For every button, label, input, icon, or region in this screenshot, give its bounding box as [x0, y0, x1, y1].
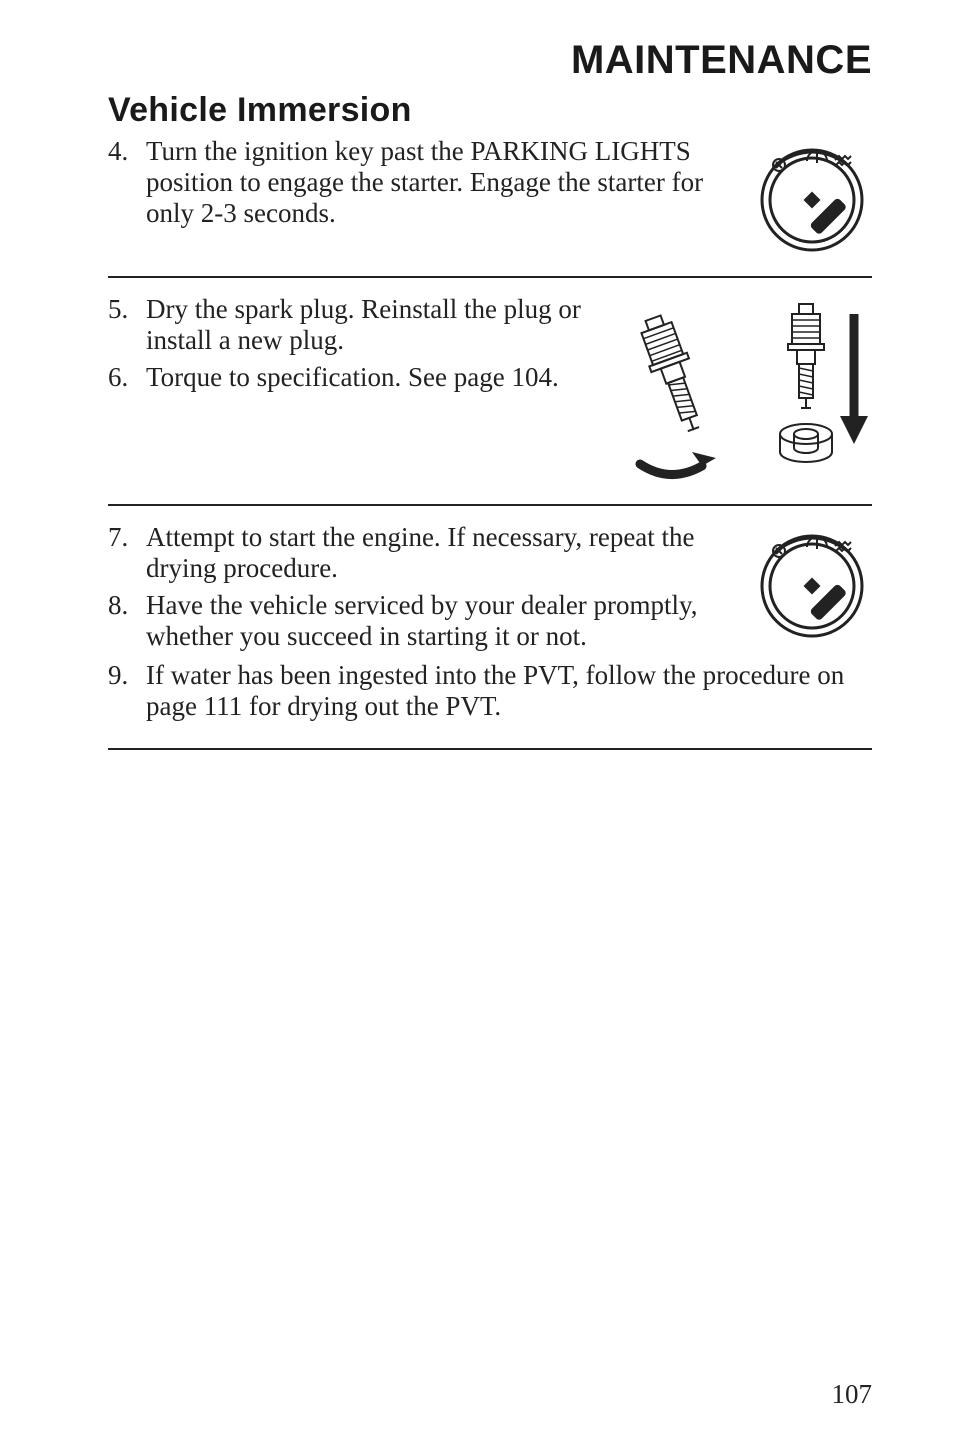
step-text: If water has been ingested into the PVT,… — [146, 660, 872, 722]
ignition-key-icon — [752, 136, 872, 256]
step-block-1: 4. Turn the ignition key past the PARKIN… — [108, 136, 872, 278]
step-item: 8. Have the vehicle serviced by your dea… — [108, 590, 732, 652]
step-number: 6. — [108, 362, 146, 393]
chapter-title: MAINTENANCE — [108, 38, 872, 83]
step-block-3: 7. Attempt to start the engine. If neces… — [108, 522, 872, 750]
step-number: 9. — [108, 660, 146, 722]
step-number: 5. — [108, 294, 146, 356]
step-row: 5. Dry the spark plug. Reinstall the plu… — [108, 294, 872, 484]
step-text-col: 5. Dry the spark plug. Reinstall the plu… — [108, 294, 622, 399]
step-item: 9. If water has been ingested into the P… — [108, 660, 872, 722]
step-text: Turn the ignition key past the PARKING L… — [146, 136, 732, 229]
step-text-col: 4. Turn the ignition key past the PARKIN… — [108, 136, 752, 235]
step-item: 7. Attempt to start the engine. If neces… — [108, 522, 732, 584]
step-text-col: 7. Attempt to start the engine. If neces… — [108, 522, 752, 658]
step-text: Attempt to start the engine. If necessar… — [146, 522, 732, 584]
steps-list: 4. Turn the ignition key past the PARKIN… — [108, 136, 732, 229]
step-block-2: 5. Dry the spark plug. Reinstall the plu… — [108, 294, 872, 506]
step-number: 7. — [108, 522, 146, 584]
page-number: 107 — [832, 1379, 873, 1410]
spark-plug-insert-icon — [772, 294, 872, 484]
step-image-col — [752, 522, 872, 642]
steps-list: 7. Attempt to start the engine. If neces… — [108, 522, 732, 652]
step-image-col — [752, 136, 872, 256]
step-row: 7. Attempt to start the engine. If neces… — [108, 522, 872, 658]
step-item: 5. Dry the spark plug. Reinstall the plu… — [108, 294, 602, 356]
step-item: 4. Turn the ignition key past the PARKIN… — [108, 136, 732, 229]
steps-list: 9. If water has been ingested into the P… — [108, 660, 872, 722]
step-text: Have the vehicle serviced by your dealer… — [146, 590, 732, 652]
step-number: 8. — [108, 590, 146, 652]
steps-list: 5. Dry the spark plug. Reinstall the plu… — [108, 294, 602, 393]
step-image-col — [622, 294, 872, 484]
page: MAINTENANCE Vehicle Immersion 4. Turn th… — [0, 0, 954, 1454]
step-text: Dry the spark plug. Reinstall the plug o… — [146, 294, 602, 356]
ignition-key-icon — [752, 522, 872, 642]
step-item: 6. Torque to specification. See page 104… — [108, 362, 602, 393]
step-row: 4. Turn the ignition key past the PARKIN… — [108, 136, 872, 256]
step-text: Torque to specification. See page 104. — [146, 362, 602, 393]
section-title: Vehicle Immersion — [108, 91, 872, 130]
spark-plug-rotate-icon — [622, 294, 732, 484]
step-number: 4. — [108, 136, 146, 229]
